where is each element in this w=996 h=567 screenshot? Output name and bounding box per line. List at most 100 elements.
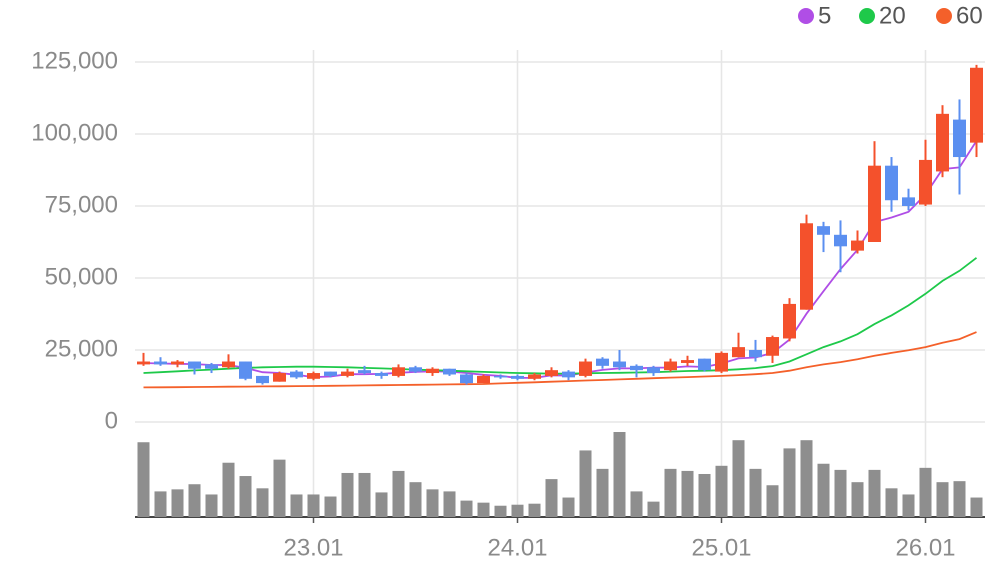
candle-body: [290, 371, 303, 378]
volume-bar: [239, 476, 252, 517]
candle-body: [613, 361, 626, 368]
candle-body: [749, 350, 762, 358]
candle-body: [171, 361, 184, 365]
candle-body: [936, 113, 949, 172]
candle-body: [732, 347, 745, 358]
candle-body: [341, 371, 354, 376]
y-tick-label: 125,000: [31, 47, 118, 74]
candle-body: [953, 119, 966, 158]
volume-bar: [834, 469, 847, 517]
legend-label: 20: [879, 2, 906, 29]
candle-body: [562, 371, 575, 378]
volume-bar: [630, 491, 643, 517]
volume-bar: [171, 489, 184, 517]
candle-body: [256, 375, 269, 384]
volume-bar: [936, 482, 949, 517]
candle-body: [766, 337, 779, 356]
candle-body: [443, 368, 456, 375]
candle-body: [647, 367, 660, 374]
volume-bar: [885, 488, 898, 517]
legend-marker: [936, 8, 952, 24]
volume-bar: [528, 503, 541, 517]
candle-body: [375, 373, 388, 376]
volume-bar: [970, 497, 983, 517]
candle-body: [783, 303, 796, 339]
volume-bar: [732, 440, 745, 517]
candle-body: [596, 358, 609, 366]
candle-body: [409, 367, 422, 372]
candle-body: [579, 361, 592, 376]
candle-body: [664, 361, 677, 371]
ma-line: [143, 331, 977, 389]
volume-bar: [562, 497, 575, 517]
volume-bar: [919, 467, 932, 517]
x-tick-label: 24.01: [487, 534, 547, 561]
candle-body: [715, 352, 728, 372]
volume-bar: [256, 488, 269, 517]
volume-bar: [596, 468, 609, 517]
candle-body: [528, 374, 541, 379]
volume-bar: [715, 465, 728, 517]
candle-body: [205, 364, 218, 369]
volume-bar: [800, 440, 813, 517]
candle-body: [392, 367, 405, 376]
volume-bar: [188, 484, 201, 517]
volume-bar: [817, 463, 830, 517]
candle-body: [426, 368, 439, 374]
volume-bar: [290, 494, 303, 517]
legend-label: 60: [956, 2, 983, 29]
volume-bar: [205, 494, 218, 517]
candle-body: [698, 358, 711, 371]
x-tick-label: 25.01: [691, 534, 751, 561]
candle-body: [800, 223, 813, 310]
volume-bar: [392, 470, 405, 517]
candle-body: [970, 67, 983, 143]
ma-line: [143, 140, 978, 379]
candle-body: [273, 373, 286, 382]
volume-bar: [766, 485, 779, 517]
volume-bar: [749, 468, 762, 517]
candle-body: [902, 197, 915, 206]
candle-body: [511, 375, 524, 379]
volume-bar: [307, 494, 320, 517]
volume-bar: [375, 492, 388, 517]
y-tick-label: 75,000: [45, 191, 118, 218]
candle-body: [137, 361, 150, 365]
candle-body: [851, 240, 864, 251]
x-tick-label: 23.01: [283, 534, 343, 561]
volume-bar: [477, 502, 490, 517]
volume-bar: [324, 496, 337, 517]
volume-bar: [426, 489, 439, 517]
y-tick-label: 100,000: [31, 119, 118, 146]
volume-bar: [154, 491, 167, 517]
legend-marker: [798, 8, 814, 24]
volume-bar: [613, 432, 626, 517]
volume-bar: [358, 472, 371, 517]
candle-body: [817, 226, 830, 235]
volume-bar: [460, 500, 473, 517]
volume-bar: [443, 491, 456, 517]
volume-bar: [341, 472, 354, 517]
ma-line: [143, 257, 978, 375]
volume-bar: [698, 473, 711, 517]
volume-bar: [681, 470, 694, 517]
volume-bar: [511, 504, 524, 517]
candle-body: [307, 373, 320, 379]
candle-body: [358, 370, 371, 374]
volume-bar: [137, 442, 150, 517]
candle-body: [154, 361, 167, 365]
y-tick-label: 25,000: [45, 335, 118, 362]
candle-body: [545, 370, 558, 376]
volume-bar: [647, 501, 660, 517]
volume-bar: [409, 482, 422, 517]
candle-body: [868, 165, 881, 242]
candle-body: [494, 375, 507, 378]
volume-bar: [902, 494, 915, 517]
y-tick-label: 50,000: [45, 263, 118, 290]
volume-bar: [868, 469, 881, 517]
candle-body: [834, 234, 847, 247]
candle-body: [630, 365, 643, 371]
candle-body: [885, 165, 898, 201]
volume-bar: [953, 481, 966, 517]
